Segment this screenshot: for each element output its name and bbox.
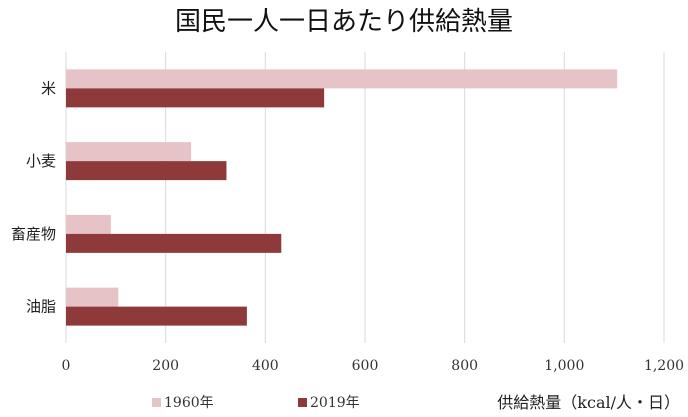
x-tick-label: 1,000: [544, 358, 584, 374]
category-label: 米: [41, 79, 56, 97]
bar: [66, 161, 227, 181]
bar: [66, 306, 247, 326]
x-tick-label: 600: [352, 358, 379, 374]
bar: [66, 214, 111, 234]
bar: [66, 69, 618, 89]
bar: [66, 88, 325, 108]
chart-title: 国民一人一日あたり供給熱量: [175, 7, 513, 37]
bar: [66, 233, 282, 253]
x-tick-label: 0: [62, 358, 71, 374]
legend: 1960年 2019年: [152, 395, 360, 411]
bar: [66, 287, 119, 307]
legend-label: 1960年: [164, 395, 214, 411]
legend-swatch: [298, 398, 307, 407]
x-tick-label: 400: [252, 358, 279, 374]
category-label: 油脂: [26, 298, 56, 316]
bars: [66, 69, 618, 326]
x-tick-label: 200: [152, 358, 179, 374]
category-label: 小麦: [26, 152, 56, 170]
x-axis-label: 供給熱量（kcal/人・日）: [497, 393, 680, 412]
x-tick-label: 800: [451, 358, 478, 374]
category-label: 畜産物: [11, 225, 56, 243]
legend-label: 2019年: [310, 395, 360, 411]
legend-swatch: [152, 398, 161, 407]
x-tick-label: 1,200: [644, 358, 684, 374]
bar: [66, 142, 192, 162]
tick-labels: 0 200 400 600 800 1,000 1,200: [62, 358, 685, 374]
